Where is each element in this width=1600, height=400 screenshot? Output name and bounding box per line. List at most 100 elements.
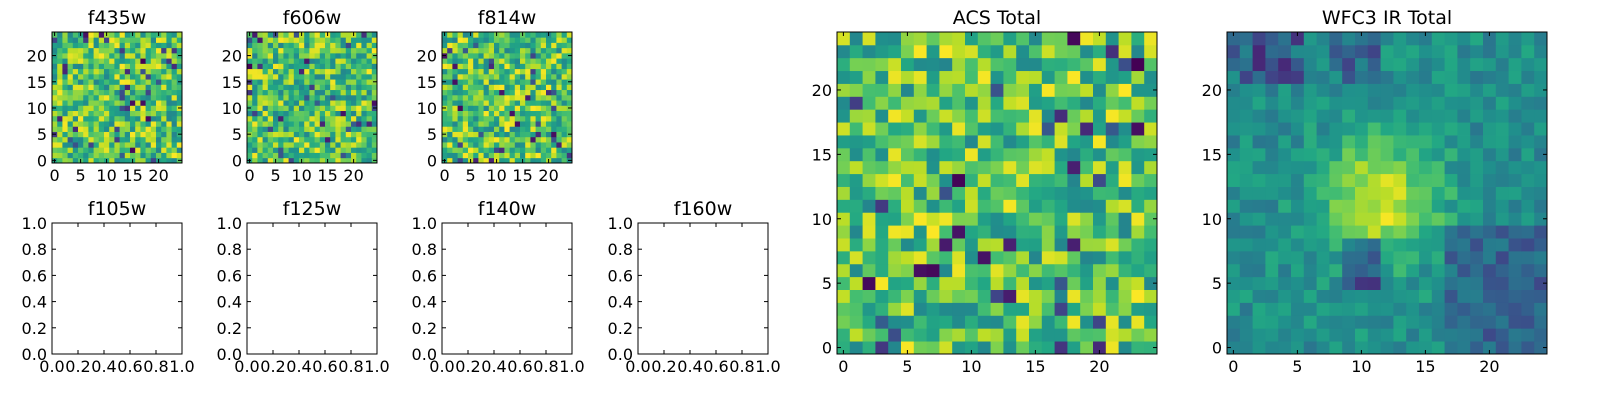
heatmap-cell	[1534, 263, 1548, 278]
heatmap-cell	[109, 52, 115, 59]
heatmap-cell	[1444, 70, 1458, 84]
heatmap-cell	[540, 52, 547, 59]
heatmap-cell	[67, 42, 74, 49]
heatmap-cell	[875, 135, 889, 149]
heatmap-cell	[135, 52, 141, 59]
heatmap-cell	[1016, 83, 1030, 97]
heatmap-cell	[1016, 199, 1030, 213]
heatmap-cell	[1029, 109, 1043, 123]
heatmap-cell	[335, 100, 341, 106]
heatmap-cell	[104, 63, 110, 70]
heatmap-cell	[535, 42, 542, 49]
heatmap-cell	[72, 142, 79, 148]
heatmap-cell	[176, 126, 183, 132]
heatmap-cell	[1329, 276, 1343, 290]
heatmap-cell	[93, 147, 100, 153]
heatmap-cell	[525, 94, 531, 101]
heatmap-cell	[67, 115, 74, 122]
heatmap-cell	[888, 160, 902, 175]
heatmap-cell	[1227, 122, 1241, 136]
heatmap-cell	[546, 136, 552, 143]
heatmap-cell	[88, 105, 94, 111]
heatmap-cell	[267, 47, 274, 54]
heatmap-cell	[442, 63, 448, 70]
heatmap-cell	[247, 42, 253, 49]
heatmap-cell	[278, 115, 284, 122]
heatmap-cell	[468, 68, 474, 75]
heatmap-cell	[546, 68, 552, 75]
heatmap-cell	[499, 73, 505, 80]
heatmap-cell	[837, 276, 851, 290]
heatmap-cell	[566, 37, 573, 43]
heatmap-cell	[1316, 135, 1330, 149]
heatmap-cell	[1003, 289, 1017, 303]
heatmap-cell	[457, 32, 464, 38]
heatmap-cell	[939, 276, 953, 290]
heatmap-cell	[119, 105, 126, 111]
x-tick-label: 0.8	[729, 357, 754, 376]
heatmap-cell	[1118, 96, 1132, 110]
heatmap-cell	[1144, 173, 1158, 187]
heatmap-cell	[314, 147, 321, 153]
heatmap-cell	[1342, 147, 1356, 162]
heatmap-cell	[330, 32, 336, 38]
heatmap-cell	[837, 160, 851, 175]
heatmap-cell	[990, 147, 1004, 162]
heatmap-cell	[1419, 238, 1433, 252]
heatmap-cell	[1495, 289, 1509, 303]
heatmap-cell	[977, 341, 991, 355]
heatmap-cell	[135, 32, 141, 38]
heatmap-cell	[1093, 250, 1107, 265]
heatmap-cell	[442, 73, 448, 80]
heatmap-cell	[1144, 186, 1158, 200]
heatmap-cell	[462, 37, 469, 43]
heatmap-cell	[335, 58, 341, 64]
heatmap-cell	[83, 147, 89, 153]
heatmap-cell	[88, 68, 94, 75]
heatmap-cell	[62, 115, 68, 122]
heatmap-cell	[109, 152, 115, 159]
heatmap-cell	[1431, 328, 1445, 342]
heatmap-cell	[140, 42, 146, 49]
heatmap-cell	[140, 73, 146, 80]
y-tick-label: 5	[232, 125, 242, 144]
y-tick-label: 20	[812, 81, 832, 100]
heatmap-cell	[514, 37, 521, 43]
heatmap-cell	[345, 105, 352, 111]
heatmap-cell	[447, 121, 453, 127]
heatmap-cell	[371, 73, 378, 80]
heatmap-cell	[283, 63, 289, 70]
heatmap-cell	[1367, 173, 1381, 187]
heatmap-cell	[530, 73, 536, 80]
heatmap-cell	[257, 32, 263, 38]
heatmap-cell	[1508, 122, 1522, 136]
heatmap-cell	[278, 47, 284, 54]
heatmap-cell	[371, 147, 378, 153]
heatmap-cell	[837, 109, 851, 123]
heatmap-cell	[1444, 328, 1458, 342]
heatmap-cell	[293, 58, 300, 64]
heatmap-cell	[525, 47, 531, 54]
heatmap-cell	[1316, 147, 1330, 162]
heatmap-cell	[462, 47, 469, 54]
heatmap-cell	[1483, 83, 1497, 97]
heatmap-cell	[556, 47, 562, 54]
heatmap-cell	[319, 58, 326, 64]
heatmap-cell	[1367, 135, 1381, 149]
heatmap-cell	[83, 157, 89, 164]
heatmap-cell	[72, 121, 79, 127]
heatmap-cell	[540, 142, 547, 148]
heatmap-cell	[1067, 225, 1081, 239]
heatmap-cell	[442, 152, 448, 159]
heatmap-cell	[1457, 96, 1471, 110]
heatmap-cell	[57, 79, 63, 85]
heatmap-cell	[913, 135, 927, 149]
heatmap-cell	[252, 47, 258, 54]
x-tick-label: 5	[271, 166, 281, 185]
heatmap-cell	[150, 115, 157, 122]
heatmap-cell	[1495, 173, 1509, 187]
heatmap-cell	[273, 58, 279, 64]
heatmap-cell	[257, 131, 263, 138]
heatmap-cell	[283, 47, 289, 54]
heatmap-cell	[130, 37, 136, 43]
